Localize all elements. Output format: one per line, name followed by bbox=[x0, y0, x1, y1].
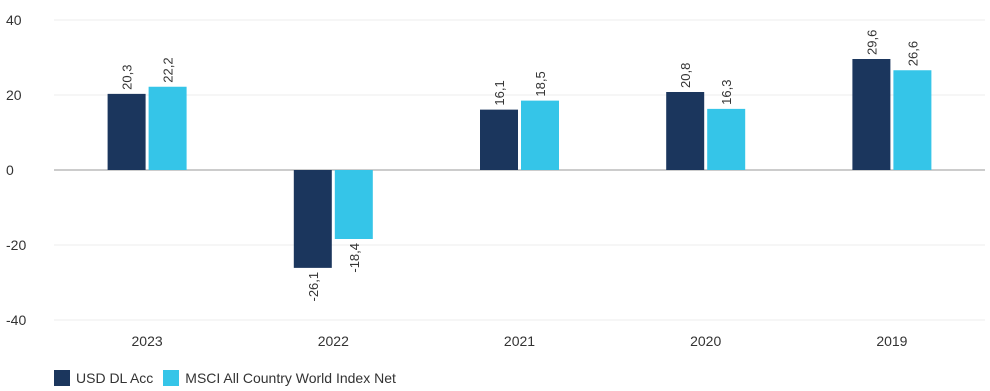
legend: USD DL Acc MSCI All Country World Index … bbox=[54, 370, 406, 386]
bar bbox=[707, 108, 746, 170]
data-label: 20,8 bbox=[678, 63, 693, 88]
bar bbox=[893, 70, 932, 170]
data-label: 22,2 bbox=[161, 57, 176, 82]
data-label: 26,6 bbox=[905, 41, 920, 66]
x-tick-label: 2020 bbox=[690, 333, 721, 349]
bar bbox=[293, 170, 332, 268]
x-tick-label: 2021 bbox=[504, 333, 535, 349]
legend-item-series-2: MSCI All Country World Index Net bbox=[163, 370, 396, 386]
bar bbox=[480, 109, 518, 170]
x-tick-label: 2022 bbox=[318, 333, 349, 349]
data-label: -26,1 bbox=[306, 272, 321, 302]
legend-label-series-1: USD DL Acc bbox=[76, 370, 154, 386]
legend-item-series-1: USD DL Acc bbox=[54, 370, 153, 386]
data-label: 16,1 bbox=[492, 80, 507, 105]
bar bbox=[666, 92, 705, 170]
y-tick-label: -40 bbox=[6, 312, 26, 328]
data-label: 18,5 bbox=[533, 71, 548, 96]
bar bbox=[852, 59, 891, 170]
y-tick-label: 40 bbox=[6, 12, 22, 28]
x-tick-label: 2019 bbox=[876, 333, 907, 349]
x-tick-label: 2023 bbox=[132, 333, 163, 349]
bar bbox=[107, 93, 146, 170]
legend-swatch-series-2 bbox=[163, 370, 180, 386]
legend-swatch-series-1 bbox=[54, 370, 70, 386]
y-tick-label: -20 bbox=[6, 237, 26, 253]
data-label: 29,6 bbox=[864, 30, 879, 55]
y-tick-label: 0 bbox=[6, 162, 14, 178]
bar bbox=[334, 170, 373, 239]
y-tick-label: 20 bbox=[6, 87, 22, 103]
data-label: 20,3 bbox=[120, 65, 135, 90]
data-label: -18,4 bbox=[347, 243, 362, 273]
bar bbox=[521, 100, 559, 170]
legend-label-series-2: MSCI All Country World Index Net bbox=[185, 370, 396, 386]
data-label: 16,3 bbox=[719, 80, 734, 105]
bar bbox=[148, 86, 187, 170]
